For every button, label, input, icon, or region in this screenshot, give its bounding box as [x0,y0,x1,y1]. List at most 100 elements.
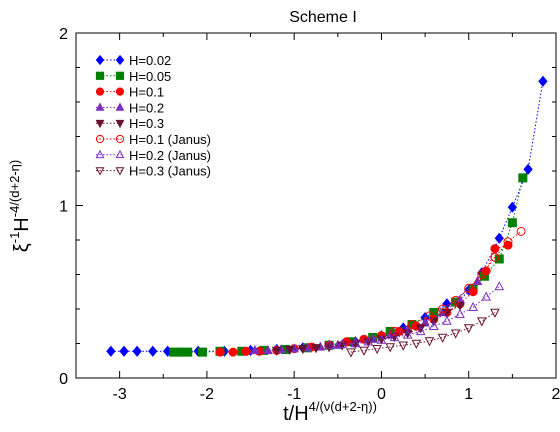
legend-marker [95,119,105,129]
data-point [494,254,504,264]
data-point [359,346,369,356]
legend-label: H=0.2 [129,100,164,115]
series-line [394,230,522,332]
plot-content [106,75,548,358]
legend: H=0.02H=0.05H=0.1H=0.2H=0.3H=0.1 (Janus)… [95,53,211,179]
data-point [132,345,142,357]
legend-marker [115,134,125,144]
x-tick-label: 2 [552,386,560,403]
data-point [389,331,400,342]
legend-marker [95,167,105,176]
legend-item: H=0.02 [95,53,171,68]
legend-marker [115,167,125,176]
data-point [516,226,526,236]
legend-item: H=0.3 (Janus) [95,164,211,179]
data-point [437,333,448,343]
data-point [148,345,158,357]
data-point [507,201,518,213]
legend-label: H=0.1 (Janus) [129,132,211,147]
data-point [523,163,533,175]
legend-item: H=0.1 [95,85,164,100]
data-point [490,252,500,262]
data-point [476,317,487,327]
data-point [442,315,452,325]
series-1 [169,173,528,357]
data-point [372,344,382,355]
data-point [198,347,208,357]
data-point [250,344,260,355]
data-point [241,346,251,356]
legend-marker [115,71,125,80]
data-point [450,329,461,339]
data-point [398,341,409,351]
legend-marker [95,54,105,66]
data-point [407,320,417,330]
data-point [390,326,400,336]
data-point [346,348,356,358]
data-point [490,308,500,318]
legend-item: H=0.2 [95,100,164,115]
data-point [481,291,492,301]
data-point [363,336,374,346]
legend-marker [95,102,105,111]
data-point [503,237,513,247]
legend-marker [95,71,105,80]
data-point [428,320,439,330]
y-tick-label: 0 [59,371,68,388]
series-line [350,312,496,353]
x-axis-label: t/H4/(ν(d+2-η)) [283,399,377,425]
x-axis-label-sup: 4/(ν(d+2-η)) [309,399,377,414]
series-6 [324,281,505,349]
legend-marker [95,87,105,96]
y-axis-label-group: ξ-1H-4/(d+2-η) [7,160,33,252]
y-axis-label-pre-sup: -1 [7,232,22,244]
data-point [518,173,528,183]
data-point [298,344,308,355]
data-point [271,346,282,356]
data-point [438,304,448,314]
data-point [311,344,321,354]
legend-label: H=0.05 [129,69,171,84]
data-point [284,345,295,356]
y-tick-label: 2 [59,26,68,43]
x-tick-label: -1 [287,386,301,403]
data-point [463,324,474,334]
legend-label: H=0.3 [129,116,164,131]
legend-marker [115,119,125,129]
data-point [376,334,387,344]
legend-label: H=0.2 (Janus) [129,148,211,163]
data-point [538,75,548,87]
data-point [424,337,435,347]
series-0 [106,75,548,357]
data-point [183,347,193,357]
legend-label: H=0.3 (Janus) [129,164,211,179]
legend-marker [95,134,105,144]
legend-marker [95,149,105,159]
data-point [477,270,487,279]
series-line [110,81,544,352]
series-line [173,177,524,353]
data-point [455,301,465,312]
data-point [494,232,504,244]
y-axis-label-pre: ξ [11,243,33,252]
legend-item: H=0.1 (Janus) [95,132,211,147]
legend-label: H=0.1 [129,85,164,100]
data-point [263,344,273,355]
data-point [411,339,422,349]
legend-label: H=0.02 [129,53,171,68]
y-axis-label: ξ-1H-4/(d+2-η) [7,160,33,252]
series-5 [390,226,526,336]
y-axis-label-mid: H [11,217,33,231]
data-point [385,343,396,353]
legend-item: H=0.2 (Janus) [95,148,211,163]
series-7 [346,308,500,358]
x-tick-label: 1 [464,386,473,403]
x-axis-label-base: t/H [283,403,309,425]
data-point [490,244,500,254]
data-point [350,338,361,348]
data-point [228,347,238,357]
y-axis-label-sup: -4/(d+2-η) [7,160,22,217]
x-tick-label: -3 [113,386,127,403]
legend-marker [115,54,125,66]
